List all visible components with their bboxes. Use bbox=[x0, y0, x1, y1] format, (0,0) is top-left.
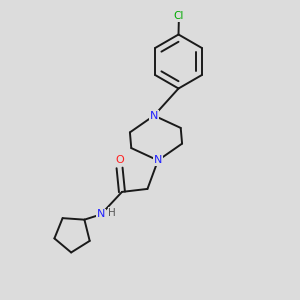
Text: O: O bbox=[115, 154, 124, 164]
Text: Cl: Cl bbox=[174, 11, 184, 21]
Text: N: N bbox=[97, 209, 105, 219]
Text: N: N bbox=[154, 155, 162, 165]
Text: N: N bbox=[150, 111, 158, 121]
Text: H: H bbox=[109, 208, 116, 218]
